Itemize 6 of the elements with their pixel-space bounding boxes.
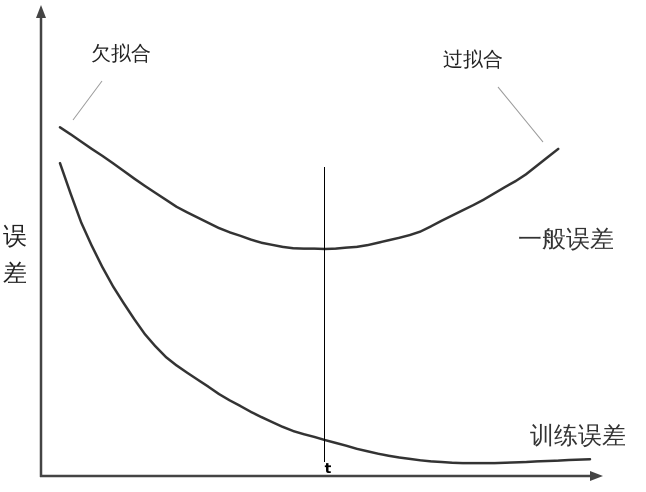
annotation: 过拟合 [443, 47, 503, 71]
series-name: 训练误差 [530, 421, 626, 450]
series-name: 一般误差 [518, 224, 614, 253]
annotation: 欠拟合 [91, 41, 151, 65]
ylabel: 误差 [3, 222, 27, 287]
annotation: t [324, 461, 332, 477]
